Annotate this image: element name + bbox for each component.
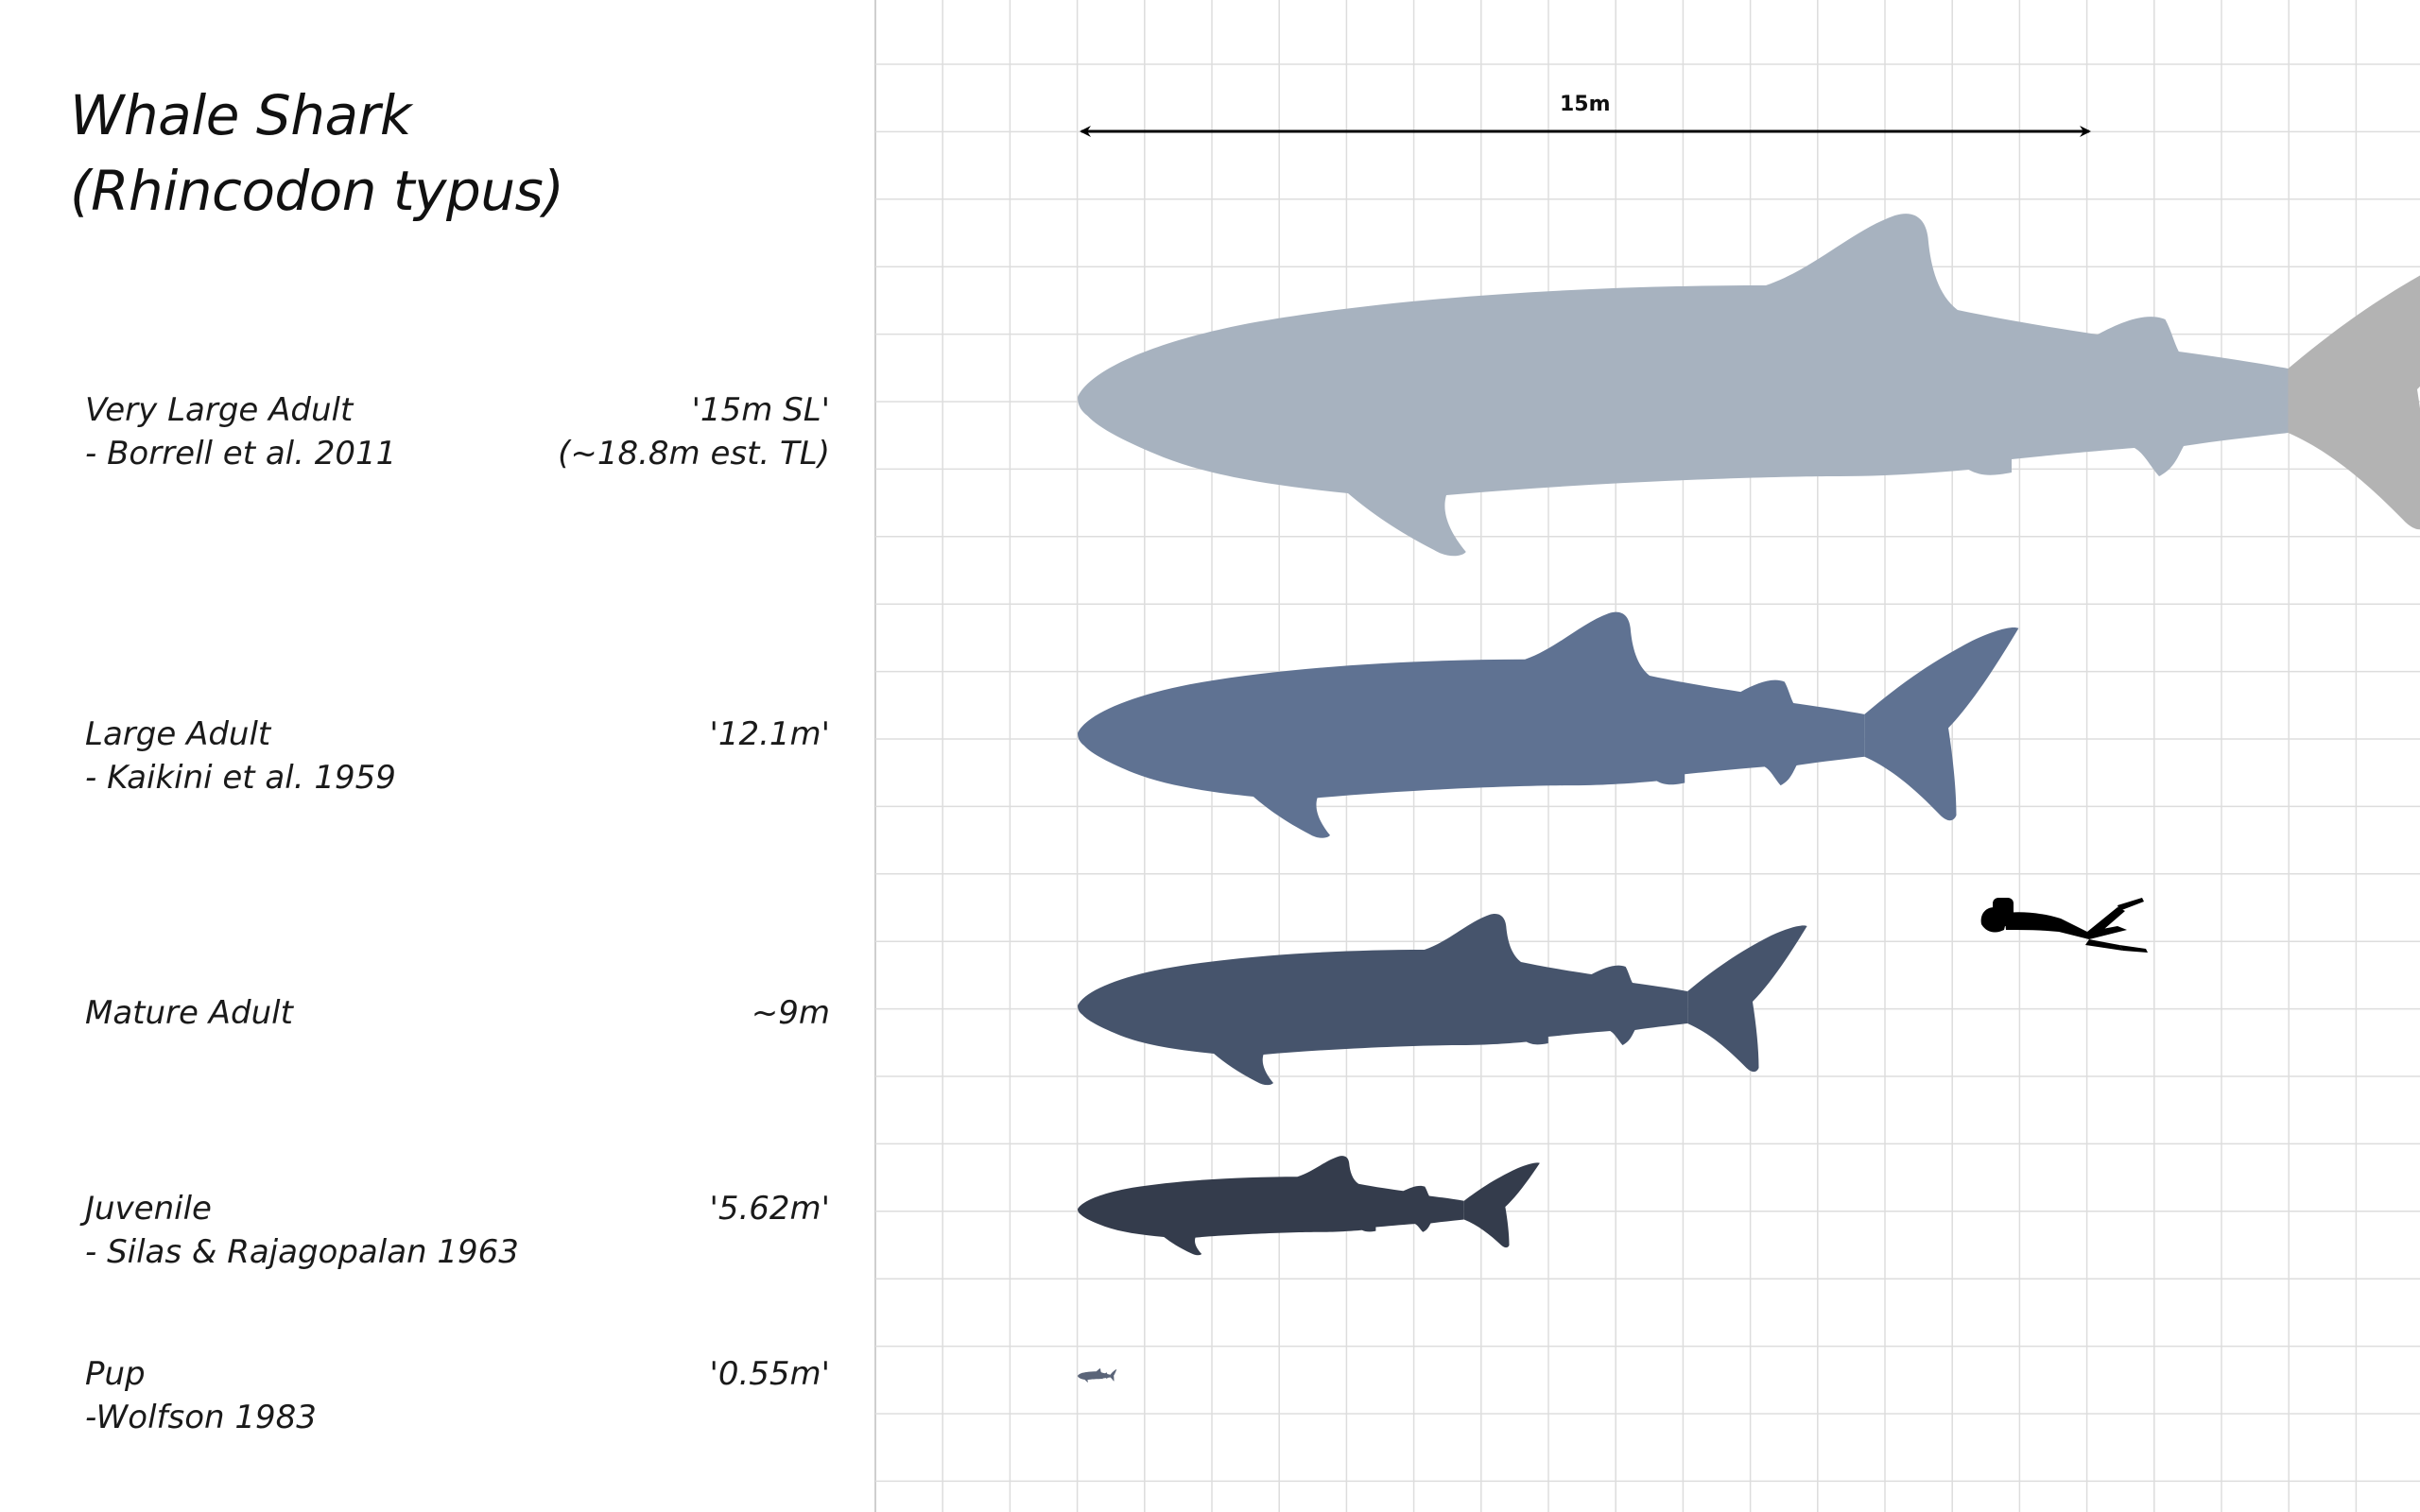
entry-pup-source: -Wolfson 1983 — [85, 1399, 317, 1436]
shark-mature-adult-body — [1078, 914, 1688, 1086]
shark-pup-body — [1078, 1368, 1111, 1383]
shark-very-large-adult-body — [1078, 214, 2289, 557]
entry-mature-adult-size: ~9m — [751, 994, 830, 1032]
title-common-name: Whale Shark — [70, 83, 411, 147]
entry-juvenile-source: - Silas & Rajagopalan 1963 — [85, 1233, 519, 1271]
shark-large-adult-body — [1078, 611, 1865, 838]
entry-juvenile-name: Juvenile — [85, 1190, 212, 1228]
entry-large-adult-name: Large Adult — [85, 715, 271, 753]
entry-large-adult-source: - Kaikini et al. 1959 — [85, 759, 396, 797]
entry-very-large-adult-size-note: (~18.8m est. TL) — [558, 435, 830, 472]
scuba-diver-icon — [1980, 898, 2148, 953]
shark-very-large-adult-silhouette — [1078, 214, 2420, 557]
entry-pup-size: '0.55m' — [709, 1355, 830, 1393]
entry-very-large-adult-source: - Borrell et al. 2011 — [85, 435, 397, 472]
entry-mature-adult-name: Mature Adult — [85, 994, 293, 1032]
entry-juvenile-size: '5.62m' — [709, 1190, 830, 1228]
entry-large-adult-size: '12.1m' — [709, 715, 830, 753]
shark-juvenile-body — [1078, 1156, 1464, 1256]
shark-juvenile-silhouette — [1078, 1156, 1540, 1256]
shark-mature-adult-tail — [1687, 925, 1807, 1073]
entry-very-large-adult-name: Very Large Adult — [85, 391, 354, 429]
shark-pup-silhouette — [1078, 1368, 1117, 1383]
entry-pup-name: Pup — [85, 1355, 146, 1393]
entry-very-large-adult-size: '15m SL' — [691, 391, 830, 429]
title-scientific-name: (Rhincodon typus) — [70, 159, 564, 223]
shark-mature-adult-silhouette — [1078, 914, 1807, 1086]
shark-juvenile-tail — [1463, 1162, 1540, 1248]
scale-bar-label: 15m — [1560, 93, 1611, 116]
shark-large-adult-tail — [1864, 627, 2019, 821]
shark-large-adult-silhouette — [1078, 611, 2019, 838]
shark-very-large-adult-tail — [2288, 236, 2420, 530]
shark-pup-tail — [1110, 1369, 1117, 1382]
